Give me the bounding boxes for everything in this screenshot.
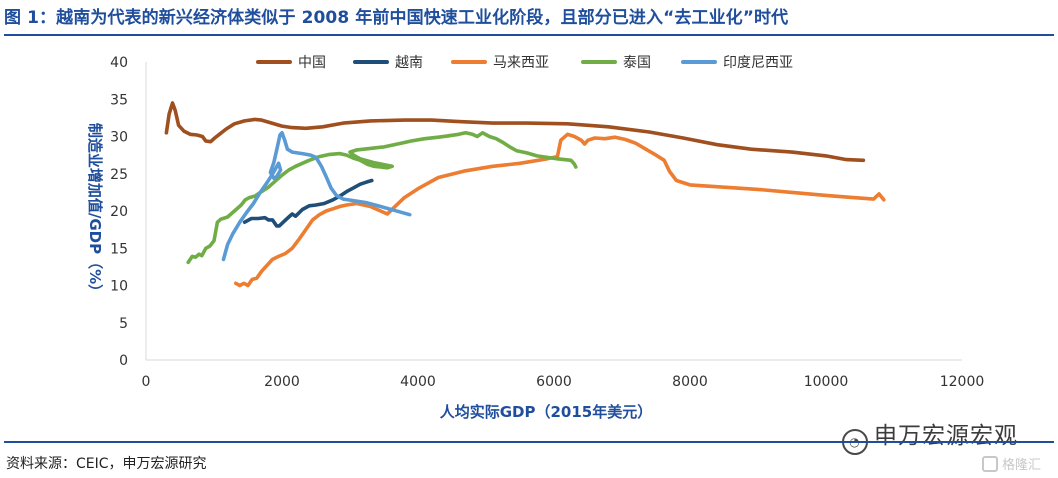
x-tick-label: 10000 [804,374,849,390]
series-line-中国 [164,101,866,163]
legend: 中国 越南 马来西亚 泰国 印度尼西亚 [256,55,793,71]
x-tick-label: 8000 [672,374,708,390]
legend-label: 印度尼西亚 [723,55,793,71]
watermark: ◔申万宏源宏观 [842,416,1018,455]
figure-title: 图 1：越南为代表的新兴经济体类似于 2008 年前中国快速工业化阶段，且部分已… [4,8,789,28]
legend-label: 马来西亚 [493,55,549,71]
x-tick-label: 0 [142,374,151,390]
series-line-越南 [242,178,374,228]
watermark-secondary-text: 格隆汇 [1002,458,1042,473]
legend-label: 中国 [298,55,326,71]
source-note: 资料来源：CEIC，申万宏源研究 [6,456,207,472]
x-tick-label: 4000 [400,374,436,390]
x-tick-label: 12000 [940,374,985,390]
y-tick-label: 20 [110,204,128,220]
y-tick-label: 10 [110,279,128,295]
x-tick-label: 2000 [264,374,300,390]
series-line-印度尼西亚 [221,131,412,262]
footer-divider [4,441,1054,443]
y-tick-label: 0 [119,353,128,369]
y-tick-label: 35 [110,92,128,108]
y-tick-label: 25 [110,167,128,183]
series-line-泰国 [186,131,578,265]
y-axis: 0 5 10 15 20 25 30 35 40 [110,55,147,369]
logo-icon [982,456,998,472]
y-tick-label: 30 [110,130,128,146]
watermark-secondary: 格隆汇 [982,454,1041,473]
x-axis-title: 人均实际GDP（2015年美元） [440,403,653,421]
x-tick-label: 6000 [536,374,572,390]
plot-lines [164,101,886,288]
y-tick-label: 5 [119,316,128,332]
title-divider [4,34,1054,36]
legend-label: 越南 [395,55,423,71]
y-tick-label: 40 [110,55,128,71]
series-line-马来西亚 [234,132,886,288]
y-tick-label: 15 [110,241,128,257]
x-axis: 0 2000 4000 6000 8000 10000 12000 [142,359,985,390]
y-axis-title: 制造业增加值/GDP（%） [86,123,104,299]
watermark-text: 申万宏源宏观 [874,423,1018,449]
legend-label: 泰国 [623,55,651,71]
chart: 0 5 10 15 20 25 30 35 40 0 2000 4000 6000 8000 10000 1… [86,55,985,421]
